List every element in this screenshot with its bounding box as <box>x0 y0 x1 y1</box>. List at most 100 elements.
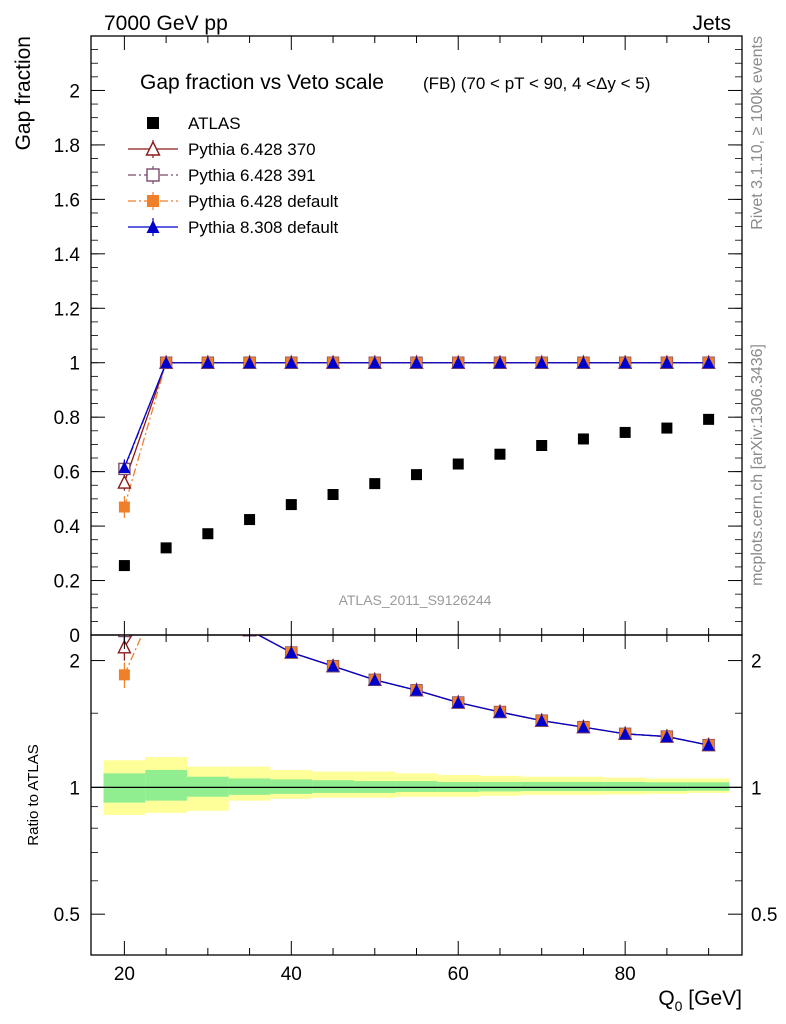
ratio-band-inner-3 <box>228 778 271 795</box>
ratio-plot-area <box>91 574 742 815</box>
ratio-xtick-label-3: 80 <box>615 964 636 985</box>
main-ylabel: Gap fraction <box>12 36 35 150</box>
main-series-line-1 <box>123 362 709 483</box>
chart-title: Gap fraction vs Veto scale <box>140 71 384 94</box>
ratio-marker-2-1 <box>161 575 172 586</box>
atlas-point-5 <box>327 489 339 501</box>
atlas-point-12 <box>619 426 631 438</box>
xlabel-main: Q <box>658 987 674 1010</box>
ratio-band-inner-7 <box>395 781 438 793</box>
main-marker-4-3 <box>243 356 256 369</box>
xlabel-sub: 0 <box>675 998 683 1014</box>
main-marker-4-9 <box>493 356 506 369</box>
ratio-ytick-label-0: 0.5 <box>54 905 80 926</box>
main-marker-4-11 <box>577 356 590 369</box>
main-series-line-4 <box>123 362 709 468</box>
ratio-marker-3-9 <box>493 705 506 718</box>
main-marker-4-8 <box>452 356 465 369</box>
main-ytick-label-8: 1.6 <box>54 190 80 211</box>
ratio-marker-3-7 <box>410 683 423 696</box>
legend-label-2: Pythia 6.428 391 <box>188 166 316 185</box>
legend-marker-4 <box>146 220 160 233</box>
atlas-point-14 <box>703 413 715 425</box>
atlas-point-13 <box>661 422 673 434</box>
ratio-marker-3-11 <box>577 720 590 733</box>
legend-label-0: ATLAS <box>188 114 241 133</box>
legend-label-1: Pythia 6.428 370 <box>188 140 316 159</box>
main-marker-4-14 <box>702 356 715 369</box>
main-panel: 0 0.2 0.4 0.6 0.8 1 1.2 1.4 1.6 1.8 2 <box>54 35 743 647</box>
ratio-marker-3-4 <box>285 646 298 659</box>
atlas-point-2 <box>202 528 214 540</box>
ratio-band-inner-4 <box>270 779 313 794</box>
legend-marker-3 <box>147 195 159 207</box>
atlas-point-11 <box>577 433 589 445</box>
side-label-mcplots: mcplots.cern.ch [arXiv:1306.3436] <box>749 344 766 586</box>
atlas-point-3 <box>244 514 256 526</box>
ratio-band-inner-12 <box>604 781 647 792</box>
header-process-label: Jets <box>692 12 731 35</box>
ratio-band-inner-11 <box>562 781 605 792</box>
main-marker-4-0 <box>118 461 131 474</box>
main-ytick-label-9: 1.8 <box>54 136 80 157</box>
atlas-point-7 <box>411 469 422 481</box>
ratio-ytick-label-1: 1 <box>69 778 80 799</box>
main-marker-4-10 <box>535 356 548 369</box>
ratio-xtick-label-0: 20 <box>114 964 135 985</box>
main-ytick-label-5: 1 <box>69 354 80 375</box>
main-marker-4-7 <box>410 356 423 369</box>
ratio-marker-3-5 <box>327 659 340 672</box>
main-marker-3-0 <box>118 501 130 513</box>
ratio-ytick-label-2: 2 <box>69 652 80 673</box>
atlas-point-6 <box>369 478 381 490</box>
legend-marker-2 <box>146 168 160 182</box>
ratio-band-inner-14 <box>687 782 730 791</box>
main-marker-4-6 <box>368 356 381 369</box>
ratio-marker-3-1 <box>160 574 172 586</box>
ratio-ytick-label-right-0: 0.5 <box>751 905 777 926</box>
ratio-panel: 0.5 0.5 1 1 2 2 20 40 60 80 <box>54 574 777 985</box>
legend-marker-1 <box>145 140 161 156</box>
main-marker-4-1 <box>160 356 173 369</box>
header-energy-label: 7000 GeV pp <box>104 12 228 35</box>
main-ytick-label-6: 1.2 <box>54 299 80 320</box>
ratio-ytick-label-right-1: 1 <box>751 778 762 799</box>
atlas-point-0 <box>118 560 130 572</box>
xlabel-unit: [GeV] <box>682 987 742 1010</box>
atlas-point-9 <box>494 448 506 460</box>
legend-label-4: Pythia 8.308 default <box>188 218 339 237</box>
ratio-marker-3-13 <box>660 730 673 743</box>
main-plot-area <box>117 354 716 572</box>
ratio-marker-3-2 <box>202 601 214 613</box>
main-marker-1-0 <box>117 474 132 489</box>
ratio-marker-2-2 <box>202 602 213 613</box>
ratio-marker-0-1 <box>160 574 172 586</box>
main-marker-4-4 <box>285 356 298 369</box>
atlas-point-10 <box>536 439 548 451</box>
main-ytick-label-1: 0.2 <box>54 572 80 593</box>
ratio-xtick-label-1: 40 <box>281 964 302 985</box>
main-marker-4-2 <box>201 356 214 369</box>
ratio-band-inner-13 <box>646 782 688 792</box>
main-ytick-label-7: 1.4 <box>54 245 81 266</box>
atlas-point-1 <box>160 542 172 554</box>
atlas-point-4 <box>285 499 297 511</box>
legend: ATLAS Pythia 6.428 370 Pythia 6.428 391 Pyt… <box>128 114 339 237</box>
legend-marker-0 <box>147 117 159 129</box>
ratio-marker-1-1 <box>161 575 172 586</box>
main-ytick-label-10: 2 <box>69 81 80 102</box>
ratio-xlabel: Q0 [GeV] <box>658 987 742 1014</box>
main-marker-4-13 <box>660 356 673 369</box>
ratio-band-inner-9 <box>479 781 521 792</box>
ratio-marker-3-6 <box>368 673 381 686</box>
ratio-band-inner-5 <box>312 780 354 793</box>
ratio-ytick-label-right-2: 2 <box>751 652 762 673</box>
atlas-point-8 <box>452 458 464 470</box>
ratio-marker-0-2 <box>202 601 214 613</box>
chart-subtitle: (FB) (70 < pT < 90, 4 <Δy < 5) <box>423 74 650 93</box>
ratio-marker-3-14 <box>702 738 715 751</box>
ratio-marker-1-2 <box>202 602 213 613</box>
main-ytick-label-4: 0.8 <box>54 408 80 429</box>
ratio-xtick-label-2: 60 <box>448 964 469 985</box>
